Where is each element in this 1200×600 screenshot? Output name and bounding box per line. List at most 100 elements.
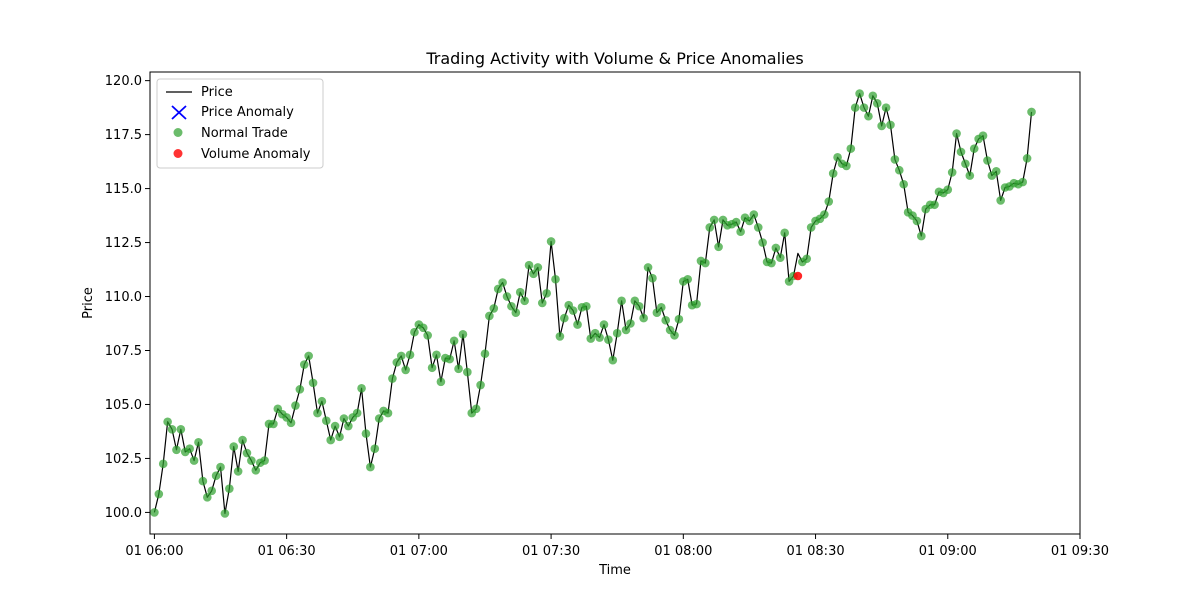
normal-trade-point (529, 269, 538, 279)
normal-trade-point (247, 456, 256, 465)
normal-trade-point (229, 442, 239, 451)
x-tick-label: 01 08:00 (654, 544, 712, 559)
normal-trade-point (330, 421, 340, 431)
y-tick-label: 100.0 (105, 506, 142, 521)
normal-trade-point (260, 456, 269, 465)
normal-trade-point (683, 274, 693, 284)
normal-trade-point (396, 351, 406, 361)
normal-trade-point (560, 313, 569, 323)
normal-trade-point (780, 228, 789, 238)
normal-trade-point (820, 210, 829, 219)
normal-trade-point (158, 459, 168, 469)
legend-box (156, 78, 324, 169)
normal-trade-point (573, 320, 582, 329)
normal-trade-point (546, 237, 556, 246)
normal-trade-point (163, 417, 172, 427)
normal-trade-point (357, 383, 366, 393)
normal-trade-point (485, 311, 494, 321)
normal-trade-point (203, 493, 212, 502)
normal-trade-point (515, 287, 525, 297)
normal-trade-point (176, 424, 186, 434)
normal-trade-point (917, 231, 926, 241)
normal-trade-point (599, 320, 609, 329)
normal-trade-point (551, 274, 560, 284)
normal-trade-point (656, 303, 666, 312)
x-tick-label: 01 08:30 (786, 544, 844, 559)
normal-trade-point (745, 216, 754, 226)
normal-trade-point (639, 313, 648, 323)
normal-trade-point (295, 385, 305, 394)
normal-trade-point (828, 169, 838, 178)
normal-trade-point (912, 216, 922, 226)
normal-trade-point (304, 351, 313, 361)
legend-normal-trade-icon (173, 128, 183, 137)
normal-trade-point (154, 489, 164, 499)
plot-area (150, 89, 1036, 518)
normal-trade-point (877, 121, 886, 131)
y-tick-label: 112.5 (105, 236, 142, 251)
normal-trade-point (317, 396, 327, 406)
normal-trade-point (850, 103, 860, 112)
normal-trade-point (383, 408, 393, 418)
normal-trade-point (225, 484, 234, 493)
normal-trade-point (612, 328, 622, 338)
normal-trade-point (410, 327, 419, 337)
y-axis: 100.0 102.5 105.0 107.5 110.0 112.5 115.0 117.5… (105, 74, 150, 521)
normal-trade-point (701, 258, 710, 268)
normal-trade-point (335, 432, 344, 442)
normal-trade-point (961, 159, 970, 169)
chart-title: Trading Activity with Volume & Price Ano… (425, 49, 803, 68)
normal-trade-point (806, 223, 816, 232)
normal-trade-point (344, 421, 353, 431)
legend-label-price-anomaly: Price Anomaly (201, 105, 294, 120)
y-tick-label: 110.0 (105, 290, 142, 305)
normal-trade-point (608, 355, 618, 365)
x-tick-label: 01 07:00 (390, 544, 448, 559)
normal-trade-point (476, 380, 485, 390)
normal-trade-point (401, 365, 410, 375)
y-tick-label: 115.0 (105, 182, 142, 197)
normal-trade-point (890, 155, 900, 164)
normal-trade-point (471, 404, 481, 414)
normal-trade-point (542, 288, 551, 298)
normal-trade-point (242, 448, 252, 458)
normal-trade-point (568, 306, 578, 315)
normal-trade-point (537, 298, 547, 308)
y-tick-label: 117.5 (105, 128, 142, 143)
normal-trade-point (454, 364, 463, 374)
normal-trade-point (833, 152, 842, 162)
normal-trade-point (767, 258, 776, 268)
normal-trade-point (427, 363, 437, 373)
normal-trade-point (930, 200, 939, 210)
normal-trade-point (308, 378, 318, 388)
normal-trade-point (352, 408, 362, 418)
normal-trade-point (405, 350, 415, 360)
normal-trade-point (983, 156, 992, 165)
y-tick-label: 105.0 (105, 398, 142, 413)
normal-trade-point (864, 111, 873, 121)
y-tick-label: 102.5 (105, 452, 142, 467)
normal-trade-point (463, 367, 472, 377)
normal-trade-point (956, 147, 966, 157)
normal-trade-point (749, 210, 759, 219)
x-axis-label: Time (598, 563, 631, 578)
normal-trade-point (899, 179, 908, 189)
normal-trade-point (709, 215, 719, 225)
normal-trade-point (449, 336, 459, 346)
normal-trade-point (432, 350, 441, 360)
legend-price-anomaly-icon (171, 105, 187, 120)
normal-trade-point (969, 144, 979, 153)
normal-trade-point (604, 335, 613, 345)
normal-trade-point (392, 358, 402, 367)
normal-trade-point (418, 323, 428, 333)
normal-trade-point (775, 253, 785, 262)
normal-trade-point (648, 273, 657, 283)
normal-trade-point (326, 435, 336, 445)
normal-trade-point (731, 217, 741, 227)
normal-trade-point (824, 197, 834, 206)
normal-trade-point (502, 292, 512, 301)
x-tick-label: 01 06:30 (258, 544, 316, 559)
normal-trade-point (291, 401, 300, 410)
normal-trade-point (374, 414, 384, 423)
